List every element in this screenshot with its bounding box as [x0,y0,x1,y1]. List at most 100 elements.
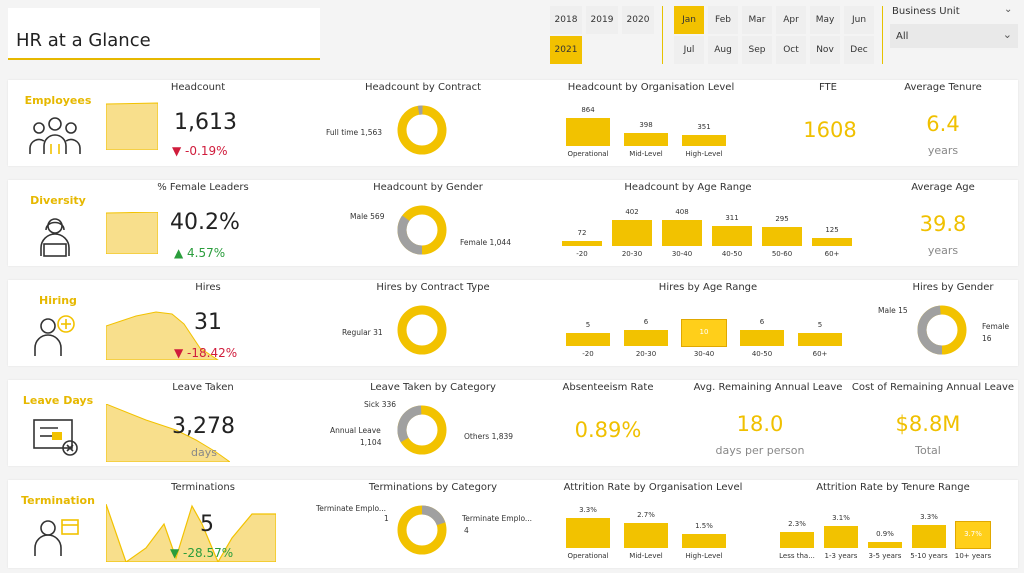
month-dec-button[interactable]: Dec [844,36,874,64]
bar-category-label: 60+ [812,350,828,358]
chevron-down-icon: ⌄ [1002,28,1012,41]
chart-bar[interactable] [624,523,668,548]
title-box: HR at a Glance [8,8,320,60]
row-label-leave: Leave Days [22,394,94,407]
contract-donut [397,105,447,155]
bar-value-label: 6 [643,318,649,326]
chart-bar[interactable] [662,220,702,246]
bar-category-label: Operational [567,552,609,560]
tenure-title: Average Tenure [904,82,982,93]
female-leaders-title: % Female Leaders [157,182,249,193]
chart-bar[interactable] [624,133,668,146]
bar-value-label: 2.3% [788,520,806,528]
leave-sparkline [106,404,230,462]
male-label: Male 569 [350,212,385,221]
bar-value-label: 1.5% [695,522,713,530]
chart-bar[interactable] [612,220,652,246]
month-jul-button[interactable]: Jul [674,36,704,64]
hires-female-value: 16 [982,334,992,343]
chart-bar[interactable] [562,241,602,246]
chart-bar[interactable] [712,226,752,246]
bar-value-label: 3.3% [920,513,938,521]
month-sep-button[interactable]: Sep [742,36,772,64]
bar-category-label: High-Level [685,552,723,560]
business-unit-select[interactable]: All ⌄ [890,24,1018,48]
divider [662,6,663,64]
headcount-title: Headcount [170,82,226,93]
sick-label: Sick 336 [364,400,397,409]
bar-value-label: 3.7% [964,530,982,538]
hires-title: Hires [195,282,221,293]
regular-label: Regular 31 [342,328,383,337]
diversity-row: Diversity % Female Leaders 40.2% ▲ 4.57%… [8,180,1018,266]
bar-category-label: 3-5 years [868,552,902,560]
hires-age-title: Hires by Age Range [658,282,758,293]
headcount-delta-text: -0.19% [185,144,228,158]
bar-value-label: 6 [759,318,765,326]
page-title: HR at a Glance [16,30,151,51]
bar-category-label: 40-50 [751,350,773,358]
month-may-button[interactable]: May [810,6,840,34]
hires-male-label: Male 15 [878,306,908,315]
month-mar-button[interactable]: Mar [742,6,772,34]
month-apr-button[interactable]: Apr [776,6,806,34]
contract-title: Headcount by Contract [364,82,481,93]
month-jan-button[interactable]: Jan [674,6,704,34]
bar-value-label: 311 [725,214,739,222]
term-category-left-label: Terminate Emplo... [316,504,387,513]
headcount-sparkline [106,102,158,150]
bar-value-label: 3.1% [832,514,850,522]
hires-contract-donut [397,305,447,355]
chart-bar[interactable] [762,227,802,246]
bar-category-label: Mid-Level [629,150,663,158]
hires-delta-text: -18.42% [187,346,238,360]
year-2018-button[interactable]: 2018 [550,6,582,34]
bar-value-label: 864 [581,106,595,114]
chart-bar[interactable] [955,521,991,549]
chart-bar[interactable] [912,525,946,548]
chevron-down-icon[interactable]: ⌄ [1004,4,1013,15]
year-2021-button[interactable]: 2021 [550,36,582,64]
hiring-row: Hiring Hires 31 ▼ -18.42% Hires by Contr… [8,280,1018,366]
year-2020-button[interactable]: 2020 [622,6,654,34]
attrition-tenure-title: Attrition Rate by Tenure Range [816,482,970,493]
hires-female-label: Female [982,322,1010,331]
chart-bar[interactable] [566,333,610,346]
headcount-delta: ▼ -0.19% [172,144,228,158]
bar-value-label: 402 [625,208,639,216]
chart-bar[interactable] [566,118,610,146]
month-aug-button[interactable]: Aug [708,36,738,64]
chart-bar[interactable] [681,319,727,347]
term-category-title: Terminations by Category [368,482,498,493]
chart-bar[interactable] [682,534,726,548]
chart-bar[interactable] [868,542,902,548]
termination-row: Termination Terminations 5 ▼ -28.57% Ter… [8,480,1018,568]
month-nov-button[interactable]: Nov [810,36,840,64]
month-jun-button[interactable]: Jun [844,6,874,34]
remaining-leave-title: Avg. Remaining Annual Leave [693,382,843,393]
month-feb-button[interactable]: Feb [708,6,738,34]
female-employee-icon [40,218,70,257]
chart-bar[interactable] [812,238,852,246]
chart-bar[interactable] [566,518,610,548]
bar-value-label: 5 [817,321,823,329]
chart-bar[interactable] [824,526,858,548]
chart-bar[interactable] [780,532,814,548]
month-oct-button[interactable]: Oct [776,36,806,64]
chart-bar[interactable] [740,330,784,346]
bar-category-label: High-Level [685,150,723,158]
remaining-leave-value: 18.0 [736,412,784,436]
chart-bar[interactable] [798,333,842,346]
gender-title: Headcount by Gender [373,182,483,193]
hires-gender-title: Hires by Gender [912,282,994,293]
bar-category-label: Operational [567,150,609,158]
bar-category-label: 30-40 [671,250,693,258]
avg-age-unit: years [927,244,959,257]
business-unit-label: Business Unit [892,6,960,17]
year-2019-button[interactable]: 2019 [586,6,618,34]
chart-bar[interactable] [624,330,668,346]
chart-bar[interactable] [682,135,726,146]
avg-age-title: Average Age [911,182,975,193]
gender-donut [397,205,447,255]
female-label: Female 1,044 [460,238,511,247]
